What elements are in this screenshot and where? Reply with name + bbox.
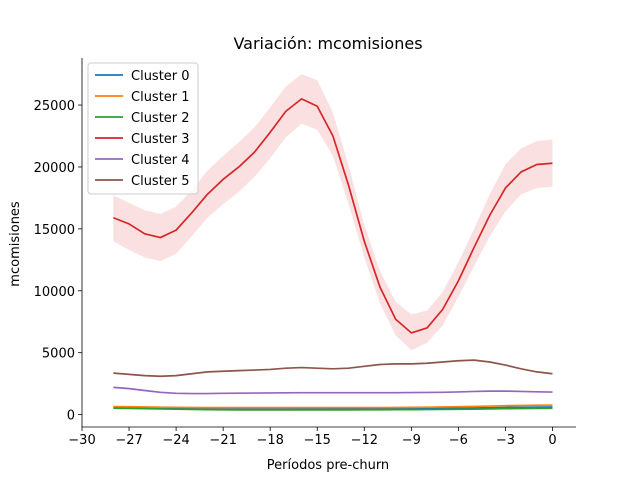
series-line [113, 359, 553, 378]
x-tick-label: −6 [449, 433, 468, 448]
x-tick-label: −24 [162, 433, 189, 448]
series-line [113, 98, 553, 334]
series-line [113, 404, 553, 409]
x-tick-label: −9 [402, 433, 421, 448]
series-line [113, 386, 553, 395]
series-lines [113, 98, 553, 411]
x-ticks: −30 −27 −24 −21 −18 −15 −12 −9 −6 −3 0 [68, 427, 557, 448]
x-tick-label: −21 [209, 433, 236, 448]
y-axis-label: mcomisiones [8, 201, 23, 287]
legend-label: Cluster 5 [131, 174, 190, 189]
legend-label: Cluster 0 [131, 69, 190, 84]
series-line [113, 407, 553, 411]
x-tick-label: −12 [351, 433, 378, 448]
x-tick-label: −27 [115, 433, 142, 448]
x-tick-label: 0 [548, 433, 556, 448]
x-tick-label: −30 [68, 433, 95, 448]
x-axis-label: Períodos pre-churn [267, 458, 389, 473]
x-tick-label: −3 [496, 433, 515, 448]
legend: Cluster 0 Cluster 1 Cluster 2 Cluster 3 Clus… [87, 62, 199, 195]
legend-label: Cluster 4 [131, 153, 190, 168]
legend-label: Cluster 1 [131, 90, 190, 105]
confidence-bands [113, 74, 553, 351]
axes [81, 58, 576, 428]
y-tick-label: 15000 [34, 223, 75, 238]
y-ticks: 0 5000 10000 15000 20000 25000 [34, 99, 82, 424]
x-tick-label: −15 [304, 433, 331, 448]
legend-label: Cluster 3 [131, 132, 190, 147]
x-tick-label: −18 [256, 433, 283, 448]
legend-label: Cluster 2 [131, 111, 190, 126]
y-tick-label: 25000 [34, 99, 75, 114]
y-tick-label: 20000 [34, 161, 75, 176]
series-band [113, 74, 553, 351]
chart-title: Variación: mcomisiones [233, 34, 422, 53]
y-tick-label: 0 [67, 409, 75, 424]
y-tick-label: 5000 [42, 347, 75, 362]
y-tick-label: 10000 [34, 285, 75, 300]
